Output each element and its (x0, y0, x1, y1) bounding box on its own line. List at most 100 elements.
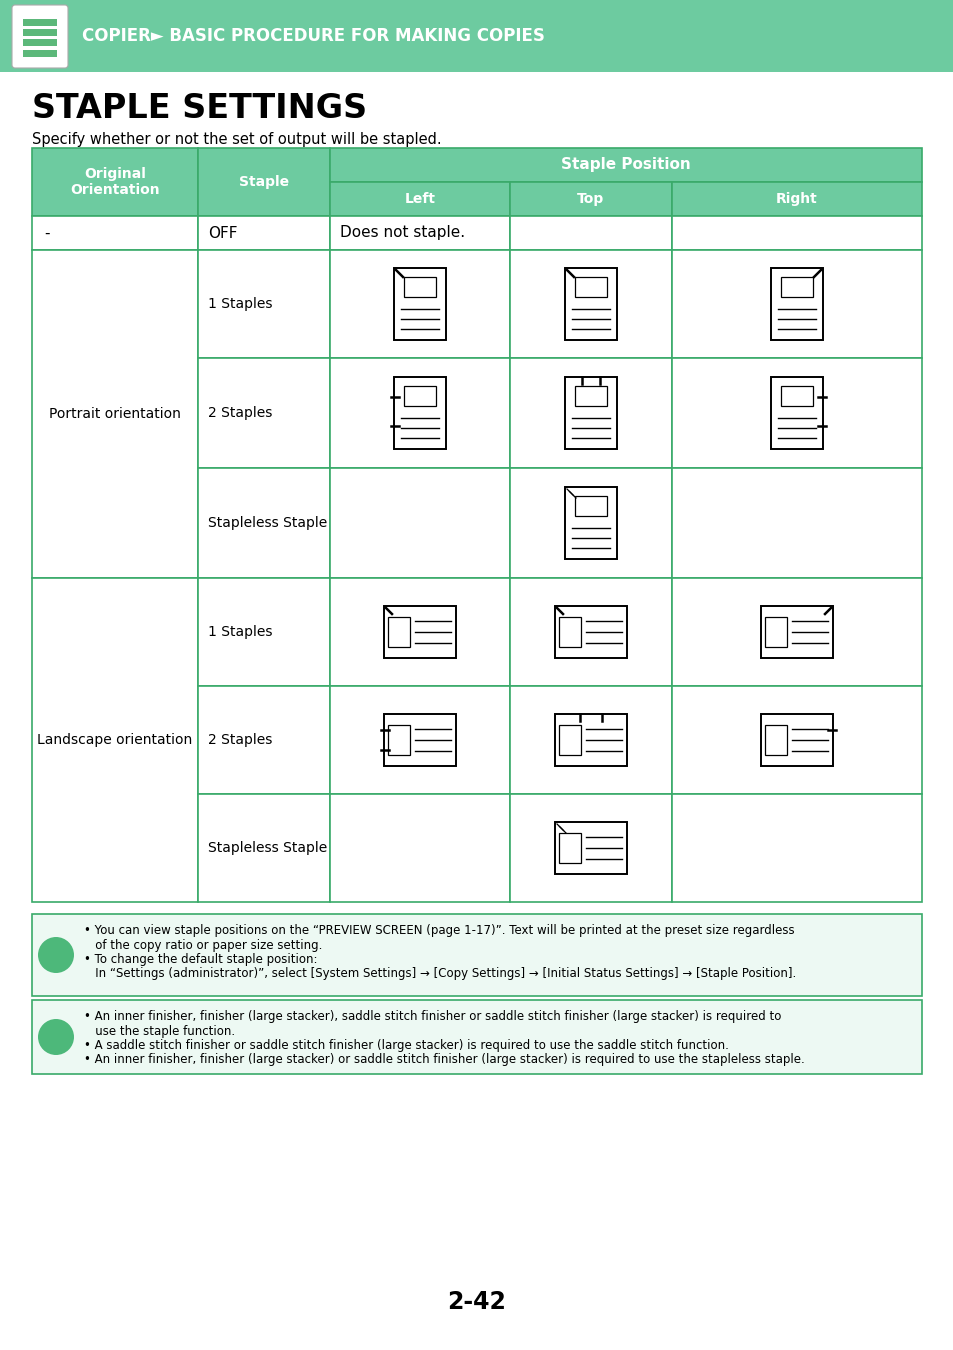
Text: Original
Orientation: Original Orientation (71, 167, 160, 197)
Bar (510, 578, 671, 686)
Bar (198, 794, 330, 902)
Text: Stapleless Staple: Stapleless Staple (208, 516, 327, 531)
Bar (671, 794, 921, 902)
Text: Top: Top (577, 192, 604, 207)
Bar (388, 725, 410, 755)
Bar (23, 19, 57, 26)
Bar (510, 686, 671, 794)
Bar (760, 606, 832, 657)
Bar (394, 269, 446, 340)
Text: -: - (44, 225, 50, 240)
FancyBboxPatch shape (12, 5, 68, 68)
Bar (32, 148, 198, 216)
Bar (394, 377, 446, 450)
Bar (671, 578, 921, 686)
Text: use the staple function.: use the staple function. (84, 1025, 234, 1038)
Bar (384, 714, 456, 765)
Bar (330, 686, 510, 794)
Bar (555, 822, 626, 873)
Bar (671, 250, 921, 358)
Bar (330, 794, 510, 902)
Bar (671, 182, 921, 216)
Bar (404, 277, 436, 297)
Bar (781, 277, 812, 297)
Bar (558, 617, 580, 647)
Text: • An inner finisher, finisher (large stacker) or saddle stitch finisher (large s: • An inner finisher, finisher (large sta… (84, 1053, 804, 1066)
Text: Staple: Staple (238, 176, 289, 189)
Bar (330, 182, 510, 216)
Bar (781, 386, 812, 406)
Bar (671, 358, 921, 468)
Text: Right: Right (776, 192, 817, 207)
Text: Left: Left (404, 192, 435, 207)
Text: 2-42: 2-42 (447, 1291, 506, 1314)
Bar (330, 250, 510, 358)
Bar (764, 617, 786, 647)
Bar (558, 833, 580, 863)
Text: Does not staple.: Does not staple. (339, 225, 465, 240)
Text: • You can view staple positions on the “PREVIEW SCREEN (page 1-17)”. Text will b: • You can view staple positions on the “… (84, 923, 794, 937)
Bar (564, 487, 617, 559)
Text: Stapleless Staple: Stapleless Staple (208, 841, 327, 855)
Bar (575, 495, 606, 516)
Text: In “Settings (administrator)”, select [System Settings] → [Copy Settings] → [Ini: In “Settings (administrator)”, select [S… (84, 968, 796, 980)
Bar (564, 269, 617, 340)
Bar (555, 714, 626, 765)
Text: • An inner finisher, finisher (large stacker), saddle stitch finisher or saddle : • An inner finisher, finisher (large sta… (84, 1010, 781, 1023)
Bar (575, 277, 606, 297)
Bar (23, 39, 57, 46)
Bar (330, 358, 510, 468)
Text: Specify whether or not the set of output will be stapled.: Specify whether or not the set of output… (32, 132, 441, 147)
Text: Portrait orientation: Portrait orientation (49, 406, 181, 421)
Bar (671, 216, 921, 250)
Bar (510, 182, 671, 216)
Bar (198, 578, 330, 686)
Bar (198, 148, 330, 216)
Text: COPIER► BASIC PROCEDURE FOR MAKING COPIES: COPIER► BASIC PROCEDURE FOR MAKING COPIE… (82, 27, 544, 45)
Bar (198, 468, 330, 578)
Bar (330, 468, 510, 578)
Bar (575, 386, 606, 406)
Bar (32, 1000, 921, 1075)
Bar (384, 606, 456, 657)
Bar (760, 714, 832, 765)
Text: • To change the default staple position:: • To change the default staple position: (84, 953, 317, 967)
Circle shape (38, 1019, 74, 1054)
Bar (770, 269, 822, 340)
Bar (32, 914, 921, 996)
Bar (388, 617, 410, 647)
Bar (671, 468, 921, 578)
Text: of the copy ratio or paper size setting.: of the copy ratio or paper size setting. (84, 938, 322, 952)
Bar (198, 686, 330, 794)
Text: 2 Staples: 2 Staples (208, 406, 273, 420)
Bar (32, 250, 198, 578)
Bar (198, 250, 330, 358)
Bar (32, 216, 198, 250)
Bar (198, 216, 330, 250)
Bar (23, 30, 57, 36)
Bar (330, 148, 921, 182)
Text: 2 Staples: 2 Staples (208, 733, 273, 747)
Bar (510, 358, 671, 468)
Text: OFF: OFF (208, 225, 237, 240)
Text: 1 Staples: 1 Staples (208, 625, 273, 639)
Bar (32, 578, 198, 902)
Bar (23, 50, 57, 57)
Bar (764, 725, 786, 755)
Bar (671, 686, 921, 794)
Text: 1 Staples: 1 Staples (208, 297, 273, 310)
Text: Staple Position: Staple Position (560, 158, 690, 173)
Text: Landscape orientation: Landscape orientation (37, 733, 193, 747)
Text: STAPLE SETTINGS: STAPLE SETTINGS (32, 92, 367, 126)
Text: • A saddle stitch finisher or saddle stitch finisher (large stacker) is required: • A saddle stitch finisher or saddle sti… (84, 1040, 728, 1052)
Bar (330, 578, 510, 686)
Bar (198, 358, 330, 468)
Bar (404, 386, 436, 406)
Bar (770, 377, 822, 450)
Bar (510, 468, 671, 578)
Bar (0, 0, 953, 72)
Bar (555, 606, 626, 657)
Circle shape (38, 937, 74, 973)
Bar (510, 216, 671, 250)
Bar (564, 377, 617, 450)
